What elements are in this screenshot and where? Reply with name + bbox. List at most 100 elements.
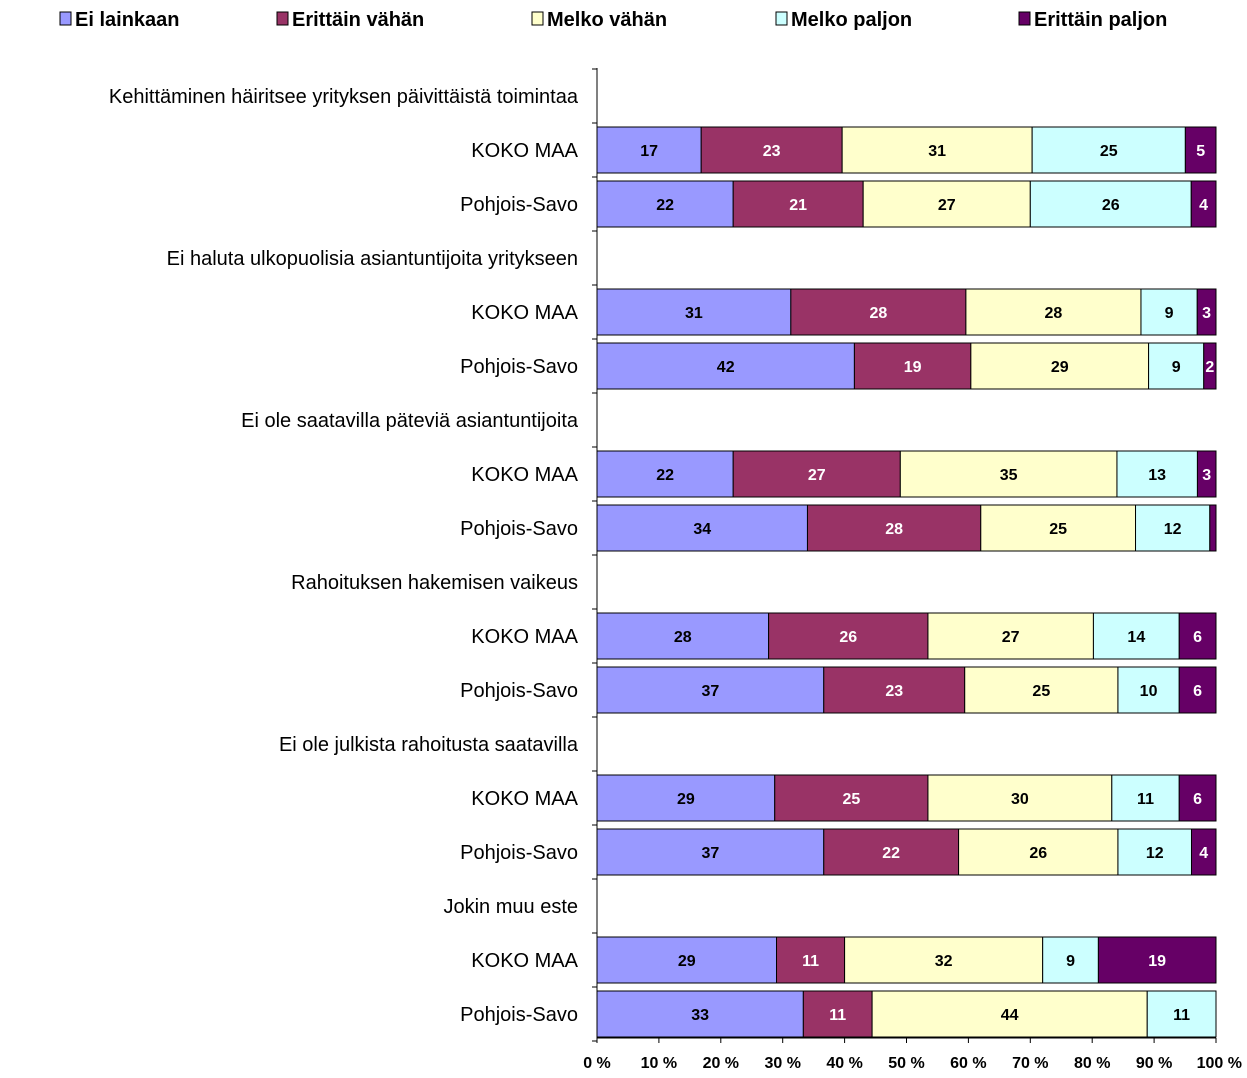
data-label: 23 [885,683,903,700]
bar-segment [1140,288,1198,336]
x-tick-label: 70 % [1012,1055,1048,1072]
bar-segment [1190,180,1217,228]
row-label: Pohjois-Savo [460,356,578,378]
data-label: 19 [904,359,922,376]
bar-segment [927,774,1113,822]
data-label: 22 [656,467,674,484]
data-label: 10 [1140,683,1158,700]
legend-swatch [276,11,289,26]
bar-segment [596,504,808,552]
data-label: 4 [1199,845,1208,862]
bar-segment [1148,342,1205,390]
data-label: 28 [674,629,692,646]
data-label: 29 [678,953,696,970]
bar-segment [768,612,929,660]
data-label: 42 [717,359,735,376]
data-label: 31 [685,305,703,322]
legend-label: Erittäin paljon [1034,9,1167,31]
data-label: 25 [1049,521,1067,538]
bar-segment [1111,774,1180,822]
row-label: KOKO MAA [471,950,578,972]
x-tick-label: 0 % [583,1055,611,1072]
bar-area: 17 23 31 25 522 21 27 26 431 28 28 9 342 19 29 9 222 27 35… [596,126,1217,1038]
data-label: 9 [1172,359,1181,376]
group-title: Kehittäminen häiritsee yrityksen päivitt… [109,86,579,108]
x-tick-label: 30 % [764,1055,800,1072]
data-label: 37 [701,845,719,862]
bar-segment [1031,126,1186,174]
bar-segment [1042,936,1099,984]
row-label: Pohjois-Savo [460,680,578,702]
row-label: KOKO MAA [471,302,578,324]
bar-segment [802,990,873,1038]
bar-segment [596,612,770,660]
data-label: 31 [928,143,946,160]
data-label: 25 [842,791,860,808]
x-tick-label: 20 % [703,1055,739,1072]
legend-swatch [531,11,544,26]
legend-swatch [775,11,788,26]
data-label: 35 [1000,467,1018,484]
bar-segment [732,180,864,228]
data-label: 6 [1193,629,1202,646]
data-label: 30 [1011,791,1029,808]
data-label: 14 [1127,629,1145,646]
row-label: KOKO MAA [471,140,578,162]
bar-segment [965,288,1142,336]
bar-segment [1178,612,1217,660]
bar-segment [596,126,702,174]
data-label: 22 [882,845,900,862]
legend-label: Ei lainkaan [75,9,180,31]
data-label: 6 [1193,683,1202,700]
x-tick-label: 50 % [888,1055,924,1072]
data-label: 34 [693,521,711,538]
axes: 0 % 10 % 20 % 30 % 40 % 50 % 60 % 70 % 80 % 90 % 1… [583,68,1242,1072]
data-label: 9 [1066,953,1075,970]
group-title: Ei ole saatavilla päteviä asiantuntijoit… [241,410,579,432]
data-label: 37 [701,683,719,700]
data-label: 23 [763,143,781,160]
bar-segment [1209,504,1217,552]
data-label: 11 [802,953,819,970]
data-label: 3 [1202,305,1211,322]
bar-segment [823,828,960,876]
data-label: 3 [1202,467,1211,484]
data-label: 2 [1205,359,1214,376]
data-label: 22 [656,197,674,214]
x-tick-label: 100 % [1197,1055,1242,1072]
data-label: 12 [1164,521,1182,538]
data-label: 29 [1051,359,1069,376]
bar-segment [806,504,982,552]
legend-label: Melko vähän [547,9,667,31]
row-label: Pohjois-Savo [460,518,578,540]
x-tick-label: 90 % [1136,1055,1172,1072]
data-label: 25 [1100,143,1118,160]
bar-segment [596,666,825,714]
bar-segment [1178,666,1217,714]
bar-segment [774,774,929,822]
data-label: 4 [1199,197,1208,214]
bar-segment [790,288,967,336]
bar-segment [899,450,1118,498]
group-title: Jokin muu este [443,896,578,918]
bar-segment [862,180,1031,228]
data-label: 11 [829,1007,846,1024]
bar-segment [1117,828,1192,876]
data-label: 44 [1001,1007,1019,1024]
row-label: Pohjois-Savo [460,842,578,864]
bar-segment [1196,450,1217,498]
data-label: 11 [1137,791,1154,808]
legend-swatch [1018,11,1031,26]
bar-segment [841,126,1033,174]
data-label: 21 [789,197,807,214]
data-label: 26 [1029,845,1047,862]
bar-segment [1135,504,1211,552]
bar-segment [596,180,734,228]
row-label: KOKO MAA [471,626,578,648]
bar-segment [776,936,846,984]
legend-label: Erittäin vähän [292,9,424,31]
bar-segment [853,342,972,390]
x-tick-label: 10 % [641,1055,677,1072]
bar-segment [1092,612,1180,660]
